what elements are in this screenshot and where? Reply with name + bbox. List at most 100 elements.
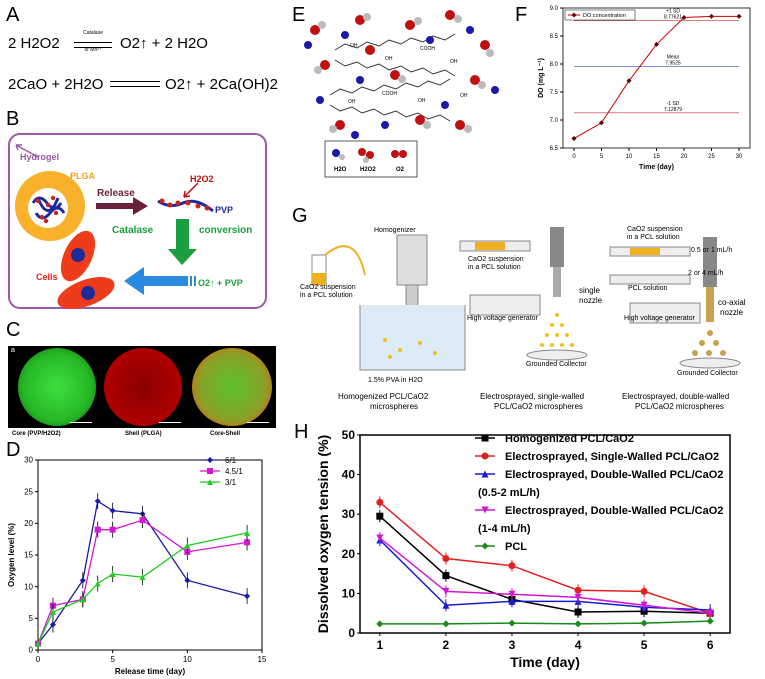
reference-label: Mean bbox=[667, 55, 680, 61]
hv-generator-1: High voltage generator bbox=[467, 315, 538, 322]
x-tick-label: 10 bbox=[183, 655, 192, 664]
data-point bbox=[109, 571, 116, 577]
conversion-label: conversion bbox=[199, 225, 253, 236]
y-tick-label: 8.5 bbox=[550, 34, 559, 40]
x-tick-label: 5 bbox=[110, 655, 115, 664]
molecular-diagram-e: OH OH COOH OH OH COOH OH OH bbox=[304, 10, 499, 178]
caption-single-2: PCL/CaO2 microspheres bbox=[494, 402, 583, 411]
caption-homogenized-1: Homogenized PCL/CaO2 bbox=[338, 392, 429, 401]
equation-1-right: O2↑ + 2 H2O bbox=[120, 35, 208, 52]
series-line-3 bbox=[379, 537, 711, 614]
legend-label: Electrosprayed, Double-Walled PCL/CaO2 bbox=[505, 505, 723, 517]
nozzle-label: nozzle bbox=[579, 296, 603, 305]
y-tick-label: 20 bbox=[342, 547, 356, 561]
data-point bbox=[109, 526, 116, 533]
svg-text:OH: OH bbox=[385, 56, 393, 62]
data-point bbox=[79, 577, 86, 584]
equation-2-arrow bbox=[110, 81, 160, 87]
data-point bbox=[184, 542, 191, 549]
data-point bbox=[244, 593, 251, 600]
nozzle2-label: nozzle bbox=[720, 308, 744, 317]
product-label: O2↑ + PVP bbox=[198, 278, 243, 288]
y-axis-label: DO (mg L⁻¹) bbox=[538, 58, 545, 98]
legend-label: DO concentration bbox=[583, 13, 626, 19]
y-tick-label: 7.0 bbox=[550, 118, 559, 124]
y-tick-label: 7.5 bbox=[550, 90, 559, 96]
series-line-do bbox=[573, 15, 739, 139]
svg-text:OH: OH bbox=[450, 59, 458, 65]
micrograph-shell bbox=[97, 346, 188, 428]
data-point bbox=[508, 619, 516, 627]
legend-label: 4.5/1 bbox=[225, 467, 243, 476]
data-point bbox=[640, 601, 648, 609]
panel-label-f: F bbox=[515, 4, 528, 26]
panel-label-b: B bbox=[6, 108, 20, 130]
data-point bbox=[706, 609, 714, 617]
data-point bbox=[574, 593, 582, 601]
data-point bbox=[94, 498, 101, 505]
data-point bbox=[640, 619, 648, 627]
legend-label: Homogenized PCL/CaO2 bbox=[505, 433, 634, 445]
reference-value: 8.77621 bbox=[664, 15, 682, 21]
data-point bbox=[376, 498, 384, 506]
data-point bbox=[640, 587, 648, 595]
data-point bbox=[35, 640, 41, 647]
x-tick-label: 10 bbox=[626, 154, 633, 160]
legend-marker bbox=[571, 12, 577, 18]
y-tick-label: 30 bbox=[24, 456, 33, 465]
legend-marker bbox=[207, 468, 213, 474]
legend-label: PCL bbox=[505, 541, 527, 553]
x-tick-label: 0 bbox=[572, 154, 576, 160]
legend-box bbox=[564, 9, 636, 21]
data-point bbox=[709, 13, 714, 19]
panel-label-h: H bbox=[294, 421, 309, 443]
data-point bbox=[442, 555, 450, 563]
x-tick-label: 2 bbox=[443, 638, 450, 652]
pva-label: 1.5% PVA in H2O bbox=[368, 377, 423, 384]
svg-text:OH: OH bbox=[418, 98, 426, 104]
data-point bbox=[706, 617, 714, 625]
data-point bbox=[49, 621, 56, 628]
legend-marker bbox=[481, 506, 489, 514]
y-tick-label: 0 bbox=[348, 626, 355, 640]
legend-marker bbox=[481, 452, 489, 460]
caption-core: Core (PVP/H2O2) bbox=[12, 431, 61, 437]
y-tick-label: 25 bbox=[24, 487, 33, 496]
caption-shell: Shell (PLGA) bbox=[125, 431, 162, 437]
legend-marker bbox=[481, 542, 489, 550]
series-line-0 bbox=[379, 515, 711, 614]
legend-label: (0.5-2 mL/h) bbox=[478, 487, 540, 499]
data-point bbox=[94, 526, 101, 533]
data-point bbox=[376, 534, 384, 542]
y-tick-label: 10 bbox=[342, 586, 356, 600]
equation-2-right: O2↑ + 2Ca(OH)2 bbox=[165, 76, 278, 93]
x-tick-label: 15 bbox=[258, 655, 267, 664]
cao2-suspension-3: CaO2 suspension bbox=[627, 226, 683, 233]
x-tick-label: 5 bbox=[600, 154, 604, 160]
y-tick-label: 9.0 bbox=[550, 6, 559, 12]
legend-label: 3/1 bbox=[225, 478, 237, 487]
caption-double-1: Electrosprayed, double-walled bbox=[622, 392, 730, 401]
caption-single-1: Electrosprayed, single-walled bbox=[480, 392, 585, 401]
y-axis-label: Dissolved oxygen tension (%) bbox=[315, 435, 331, 633]
svg-text:OH: OH bbox=[350, 43, 358, 49]
data-point bbox=[94, 580, 101, 587]
data-point bbox=[571, 135, 577, 141]
panel-label-d: D bbox=[6, 439, 21, 461]
plga-label: PLGA bbox=[70, 171, 96, 181]
x-tick-label: 5 bbox=[641, 638, 648, 652]
legend-label: Electrosprayed, Double-Walled PCL/CaO2 bbox=[505, 469, 723, 481]
legend-label: Electrosprayed, Single-Walled PCL/CaO2 bbox=[505, 451, 719, 463]
x-tick-label: 0 bbox=[36, 655, 41, 664]
chart-h: 1 2 3 4 5 6 0 10 20 30 40 50 Time (day) Dissolved oxy… bbox=[315, 428, 731, 670]
rate-1: 0.5 or 1 mL/h bbox=[691, 247, 733, 254]
rate-2: 2 or 4 mL/h bbox=[688, 270, 724, 277]
legend-o2: O2 bbox=[396, 167, 405, 173]
x-tick-label: 20 bbox=[681, 154, 688, 160]
hv-generator-2: High voltage generator bbox=[624, 315, 695, 322]
data-point bbox=[626, 78, 632, 84]
data-point bbox=[79, 596, 86, 603]
x-tick-label: 15 bbox=[653, 154, 660, 160]
x-axis-label: Release time (day) bbox=[115, 667, 186, 676]
panel-label-g: G bbox=[292, 205, 308, 227]
